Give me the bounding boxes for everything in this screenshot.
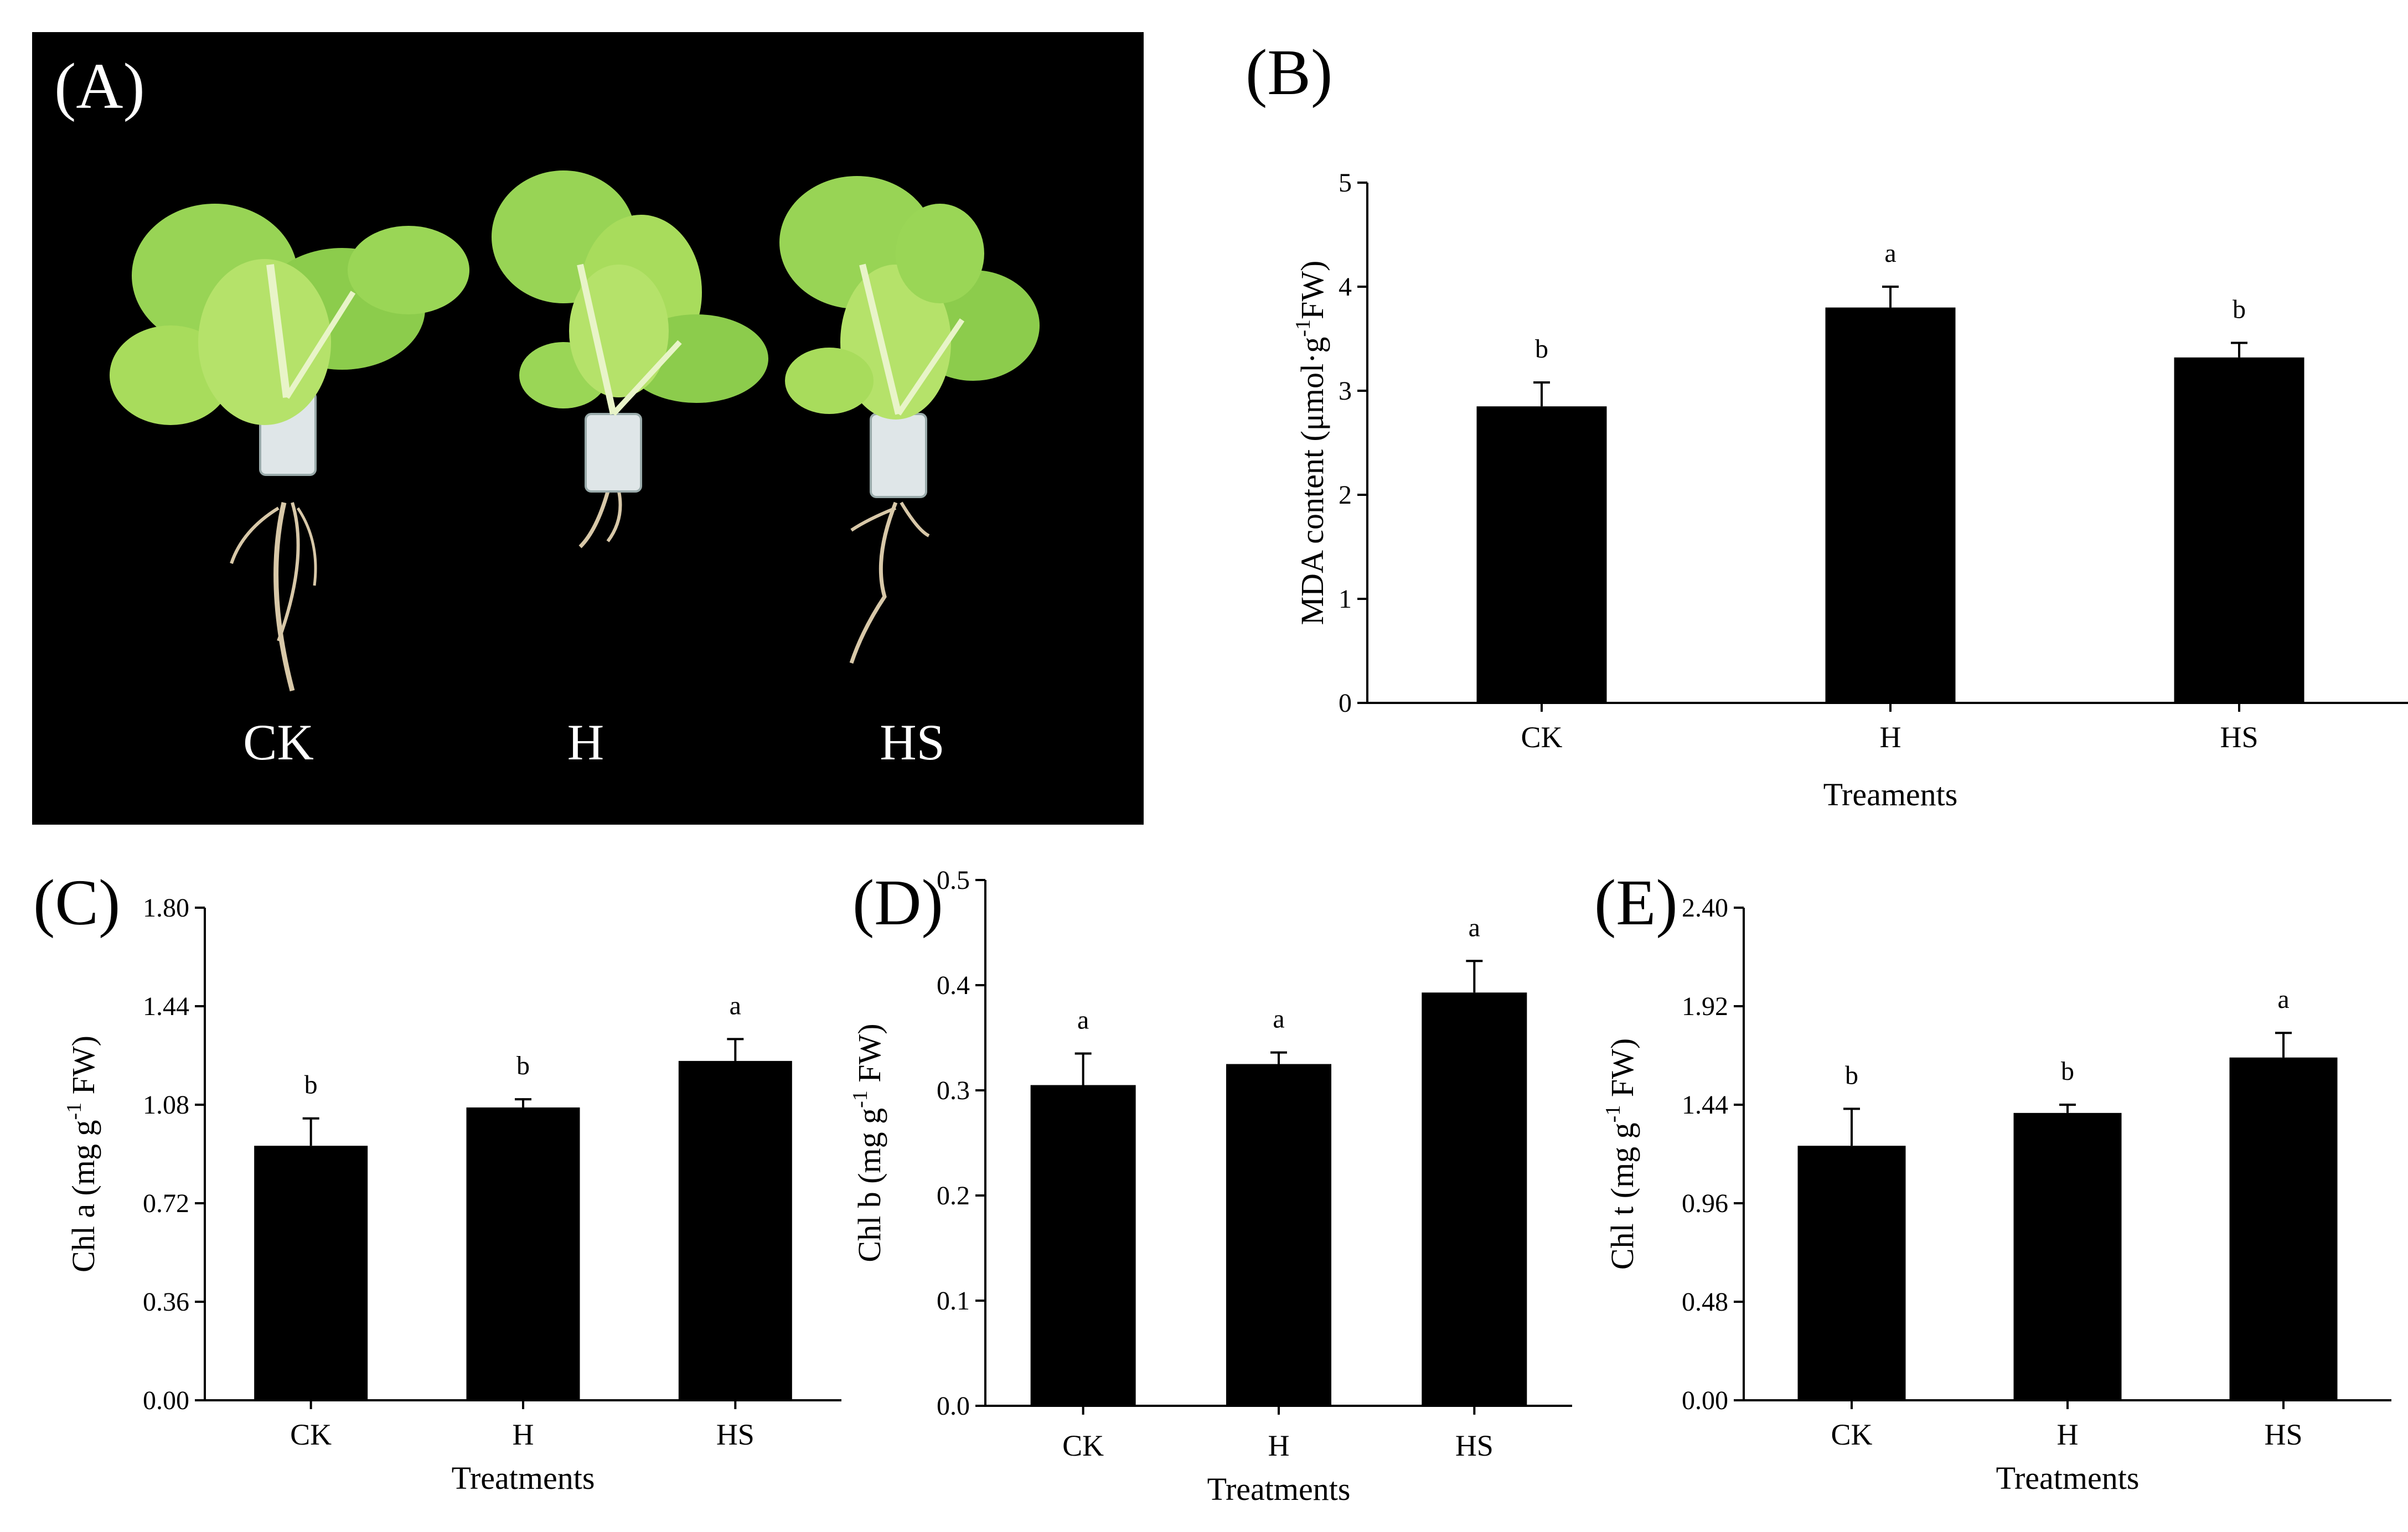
photo-label-ck: CK bbox=[243, 714, 314, 770]
significance-letter: b bbox=[2061, 1057, 2074, 1086]
y-axis-title: Chl a (mg g-1 FW) bbox=[63, 1036, 101, 1272]
x-tick-label: H bbox=[513, 1418, 534, 1451]
y-tick-label: 3 bbox=[1339, 376, 1352, 406]
y-axis-title: Chl b (mg g-1 FW) bbox=[849, 1023, 887, 1262]
y-tick-label: 0.96 bbox=[1682, 1189, 1728, 1218]
y-tick-label: 0.1 bbox=[937, 1286, 970, 1316]
y-tick-label: 1.92 bbox=[1682, 992, 1728, 1021]
x-axis-title: Treatments bbox=[452, 1460, 595, 1496]
x-axis-title: Treatments bbox=[1207, 1471, 1351, 1507]
bar-b-ck bbox=[1476, 406, 1607, 703]
significance-letter: a bbox=[1273, 1005, 1284, 1034]
photo-label-hs: HS bbox=[880, 714, 945, 770]
lettuce-plant-h bbox=[492, 170, 768, 548]
chart-panel-d: (D) 0.0 0.1 0.2 0.3 0.4 0.5 a CK a Ha HS Treatments C… bbox=[849, 866, 1572, 1507]
x-tick-label: CK bbox=[290, 1418, 332, 1451]
significance-letter: a bbox=[1884, 239, 1896, 268]
bar-e-hs bbox=[2229, 1057, 2338, 1400]
panel-letter-e: (E) bbox=[1594, 866, 1678, 939]
significance-letter: a bbox=[1077, 1006, 1089, 1035]
y-tick-label: 0.48 bbox=[1682, 1287, 1728, 1317]
x-tick-label: HS bbox=[2264, 1418, 2302, 1451]
y-axis-title-superscript: -1 bbox=[63, 1103, 86, 1120]
y-axis-title-superscript: -1 bbox=[849, 1090, 872, 1108]
y-axis-title-main: Chl b (mg g bbox=[851, 1108, 887, 1262]
photo-label-h: H bbox=[567, 714, 604, 770]
y-axis-title: MDA content (μmol·g-1FW) bbox=[1291, 261, 1330, 625]
y-axis-title-tail: FW) bbox=[1294, 261, 1330, 319]
x-axis-title: Treatments bbox=[1996, 1460, 2140, 1496]
y-tick-label: 0 bbox=[1339, 689, 1352, 718]
significance-letter: b bbox=[516, 1051, 530, 1080]
x-tick-label: CK bbox=[1831, 1418, 1872, 1451]
significance-letter: a bbox=[730, 991, 741, 1020]
lettuce-plant-hs bbox=[779, 176, 1040, 664]
y-axis-title-main: Chl t (mg g bbox=[1604, 1122, 1640, 1270]
y-axis-title-tail: FW) bbox=[851, 1023, 887, 1090]
y-axis-title-main: MDA content (μmol·g bbox=[1294, 337, 1330, 625]
bar-b-hs bbox=[2174, 357, 2304, 703]
y-tick-label: 0.3 bbox=[937, 1076, 970, 1105]
y-axis-title: Chl t (mg g-1 FW) bbox=[1601, 1038, 1640, 1270]
y-tick-label: 1.44 bbox=[143, 992, 189, 1021]
y-tick-label: 4 bbox=[1339, 272, 1352, 302]
significance-letter: b bbox=[1845, 1060, 1858, 1090]
bar-d-ck bbox=[1030, 1085, 1136, 1406]
significance-letter: a bbox=[1469, 913, 1480, 942]
y-tick-label: 1.44 bbox=[1682, 1090, 1728, 1120]
bar-d-hs bbox=[1422, 992, 1527, 1406]
chart-panel-e: (E) 0.00 0.48 0.96 1.44 1.92 2.40 b CK b Ha HS Treat… bbox=[1594, 866, 2391, 1496]
y-axis-title-tail: FW) bbox=[65, 1036, 101, 1103]
y-tick-label: 0.36 bbox=[143, 1287, 189, 1317]
y-axis-title-tail: FW) bbox=[1604, 1038, 1640, 1105]
y-axis-title-main: Chl a (mg g bbox=[65, 1120, 101, 1272]
x-tick-label: CK bbox=[1521, 721, 1562, 754]
panel-letter-c: (C) bbox=[33, 866, 120, 939]
panel-letter-b: (B) bbox=[1246, 36, 1332, 108]
significance-letter: a bbox=[2277, 985, 2289, 1014]
lettuce-photo-illustration bbox=[110, 170, 1040, 692]
y-tick-label: 0.2 bbox=[937, 1181, 970, 1210]
significance-letter: b bbox=[2233, 295, 2246, 324]
y-axis-title-superscript: -1 bbox=[1291, 319, 1315, 337]
y-tick-label: 0.00 bbox=[143, 1386, 189, 1415]
y-tick-label: 1 bbox=[1339, 584, 1352, 614]
chart-panel-b: (B) 0 1 2 3 4 5 b CK a Hb HS Treaments MDA content (μ… bbox=[1246, 36, 2408, 812]
bar-c-ck bbox=[254, 1146, 368, 1400]
lettuce-plant-ck bbox=[110, 204, 469, 692]
y-tick-label: 0.4 bbox=[937, 971, 970, 1000]
x-tick-label: HS bbox=[716, 1418, 755, 1451]
photo-panel-a: (A) bbox=[32, 32, 1144, 825]
x-axis-title: Treaments bbox=[1823, 777, 1958, 812]
x-tick-label: H bbox=[1880, 721, 1901, 754]
bar-c-hs bbox=[678, 1060, 792, 1400]
panel-letter-d: (D) bbox=[852, 866, 943, 939]
significance-letter: b bbox=[1535, 334, 1548, 364]
y-axis-title-superscript: -1 bbox=[1601, 1105, 1625, 1123]
y-tick-label: 0.00 bbox=[1682, 1386, 1728, 1415]
bar-e-h bbox=[2013, 1112, 2122, 1400]
x-tick-label: HS bbox=[1455, 1429, 1494, 1462]
y-tick-label: 1.80 bbox=[143, 893, 189, 923]
bar-d-h bbox=[1226, 1064, 1331, 1406]
panel-letter-a: (A) bbox=[54, 50, 145, 122]
y-tick-label: 1.08 bbox=[143, 1090, 189, 1120]
y-tick-label: 0.72 bbox=[143, 1189, 189, 1218]
y-tick-label: 0.0 bbox=[937, 1391, 970, 1421]
x-tick-label: CK bbox=[1062, 1429, 1104, 1462]
y-tick-label: 2.40 bbox=[1682, 893, 1728, 923]
bar-c-h bbox=[466, 1107, 580, 1400]
x-tick-label: H bbox=[1268, 1429, 1290, 1462]
chart-panel-c: (C) 0.00 0.36 0.72 1.08 1.44 1.80 b CK b Ha HS Treat… bbox=[33, 866, 841, 1496]
significance-letter: b bbox=[304, 1070, 318, 1100]
x-tick-label: HS bbox=[2220, 721, 2258, 754]
y-tick-label: 2 bbox=[1339, 480, 1352, 510]
x-tick-label: H bbox=[2057, 1418, 2079, 1451]
y-tick-label: 5 bbox=[1339, 168, 1352, 198]
bar-e-ck bbox=[1797, 1146, 1906, 1400]
bar-b-h bbox=[1825, 307, 1956, 703]
y-tick-label: 0.5 bbox=[937, 866, 970, 895]
